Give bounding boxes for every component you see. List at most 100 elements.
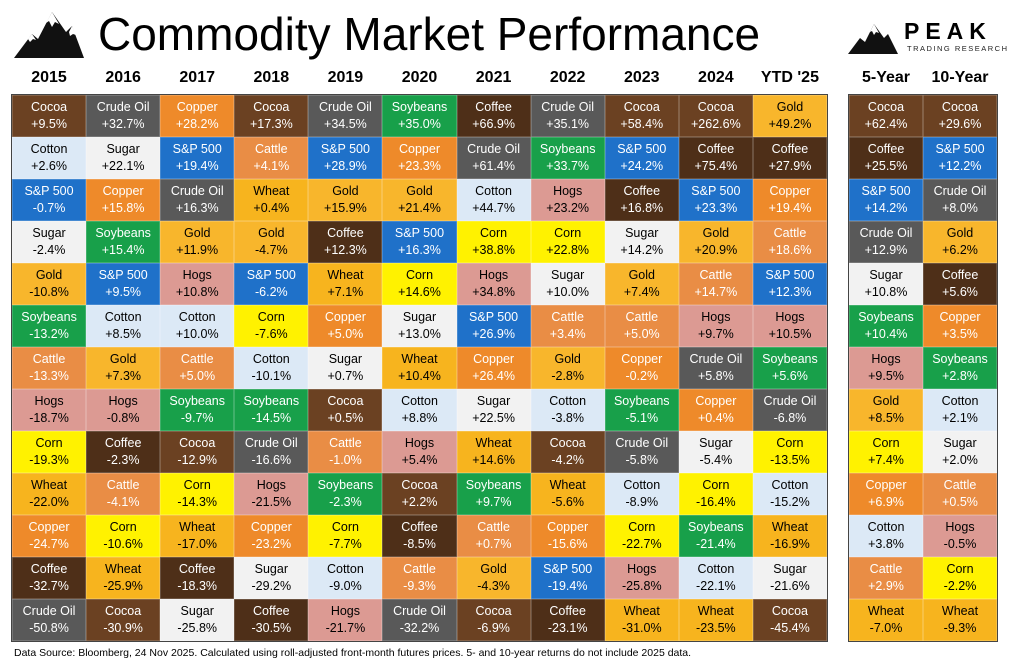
cell-ytd-25-cotton: Cotton -15.2% [752, 473, 827, 515]
commodity-name: Soybeans [858, 310, 914, 324]
cell-2020-hogs: Hogs +5.4% [382, 431, 457, 473]
cell-2019-sugar: Sugar +0.7% [308, 347, 383, 389]
column-header-2020: 2020 [401, 69, 438, 86]
return-value: -4.1% [106, 495, 140, 509]
commodity-name: S&P 500 [394, 226, 445, 240]
cell-2023-cattle: Cattle +5.0% [604, 305, 679, 347]
return-value: -23.2% [251, 537, 292, 551]
return-value: +35.1% [546, 117, 590, 131]
return-value: +0.7% [327, 369, 364, 383]
cell-2016-cocoa: Cocoa -30.9% [86, 599, 161, 641]
return-value: -29.2% [251, 579, 292, 593]
return-value: +262.6% [691, 117, 741, 131]
cell-2022-wheat: Wheat -5.6% [530, 473, 605, 515]
commodity-name: Cotton [178, 310, 216, 324]
return-value: +2.6% [31, 159, 67, 173]
commodity-name: Coffee [253, 604, 290, 618]
return-value: +10.8% [864, 285, 908, 299]
mountain-logo-icon [14, 12, 84, 58]
cell-2019-crude-oil: Crude Oil +34.5% [308, 95, 383, 137]
cell-2019-cocoa: Cocoa +0.5% [308, 389, 383, 431]
commodity-name: Soybeans [243, 394, 300, 408]
return-value: +8.0% [942, 201, 978, 215]
return-value: +38.8% [472, 243, 515, 257]
cell-2015-cattle: Cattle -13.3% [12, 347, 87, 389]
return-value: +26.4% [472, 369, 515, 383]
return-value: -25.8% [177, 621, 218, 635]
column-header-2016: 2016 [105, 69, 141, 86]
cell-2018-sugar: Sugar -29.2% [234, 557, 309, 599]
cell-5-year-coffee: Coffee +25.5% [849, 137, 923, 179]
commodity-name: Wheat [941, 604, 979, 618]
cell-ytd-25-hogs: Hogs +10.5% [752, 305, 827, 347]
cell-2019-cattle: Cattle -1.0% [308, 431, 383, 473]
commodity-name: Gold [702, 226, 730, 240]
return-value: +10.4% [398, 369, 441, 383]
commodity-name: Coffee [104, 436, 142, 450]
return-value: +6.2% [942, 243, 978, 257]
commodity-name: Coffee [941, 268, 979, 282]
commodity-name: Cattle [32, 352, 66, 366]
return-value: -22.1% [696, 579, 736, 593]
commodity-name: Soybeans [762, 352, 818, 366]
return-value: -13.3% [29, 369, 69, 383]
commodity-name: Cotton [252, 352, 290, 366]
return-value: -32.7% [29, 579, 69, 593]
return-value: -3.8% [551, 411, 584, 425]
cell-2016-coffee: Coffee -2.3% [86, 431, 161, 473]
commodity-name: Sugar [32, 226, 66, 240]
return-value: +21.4% [398, 201, 441, 215]
return-value: -30.5% [251, 621, 292, 635]
cell-2018-coffee: Coffee -30.5% [234, 599, 309, 641]
cell-2016-copper: Copper +15.8% [86, 179, 161, 221]
commodity-name: Hogs [330, 604, 360, 618]
return-value: +12.9% [864, 243, 908, 257]
return-value: -0.7% [32, 201, 66, 215]
commodity-name: Corn [628, 520, 656, 534]
commodity-name: Gold [480, 562, 507, 576]
peak-logo-icon [848, 24, 898, 54]
cell-2024-gold: Gold +20.9% [678, 221, 753, 263]
return-value: +14.6% [472, 453, 515, 467]
cell-2019-cotton: Cotton -9.0% [308, 557, 383, 599]
cell-2018-cotton: Cotton -10.1% [234, 347, 309, 389]
return-value: +0.4% [253, 201, 290, 215]
cell-2024-sugar: Sugar -5.4% [678, 431, 753, 473]
commodity-name: Gold [554, 352, 581, 366]
cell-10-year-coffee: Coffee +5.6% [923, 263, 997, 305]
commodity-name: Cattle [403, 562, 436, 576]
commodity-name: Cattle [869, 562, 903, 576]
cell-2024-cattle: Cattle +14.7% [678, 263, 753, 305]
cell-ytd-25-copper: Copper +19.4% [752, 179, 827, 221]
return-value: +61.4% [472, 159, 515, 173]
commodity-name: Coffee [623, 184, 661, 198]
commodity-name: Crude Oil [859, 226, 913, 240]
commodity-name: Crude Oil [541, 100, 595, 114]
commodity-name: Corn [480, 226, 508, 240]
commodity-name: S&P 500 [935, 142, 985, 156]
cell-10-year-wheat: Wheat -9.3% [923, 599, 997, 641]
cell-2022-soybeans: Soybeans +33.7% [530, 137, 605, 179]
commodity-name: Soybeans [391, 100, 448, 114]
return-value: +5.0% [623, 327, 660, 341]
cell-10-year-gold: Gold +6.2% [923, 221, 997, 263]
return-value: +16.3% [175, 201, 219, 215]
cell-10-year-crude-oil: Crude Oil +8.0% [923, 179, 997, 221]
cell-2021-cattle: Cattle +0.7% [456, 515, 531, 557]
cell-2023-copper: Copper -0.2% [604, 347, 679, 389]
cell-5-year-gold: Gold +8.5% [849, 389, 923, 431]
return-value: +75.4% [694, 159, 738, 173]
cell-2021-cotton: Cotton +44.7% [456, 179, 531, 221]
return-value: +10.8% [175, 285, 219, 299]
commodity-name: Hogs [256, 478, 286, 492]
commodity-name: Cocoa [179, 436, 216, 450]
return-value: -10.6% [103, 537, 143, 551]
commodity-name: Wheat [401, 352, 438, 366]
commodity-name: Wheat [549, 478, 586, 492]
commodity-name: Crude Oil [689, 352, 743, 366]
return-value: -5.6% [551, 495, 584, 509]
return-value: +11.9% [176, 243, 219, 257]
cell-2021-copper: Copper +26.4% [456, 347, 531, 389]
return-value: +15.8% [101, 201, 145, 215]
return-value: -16.9% [770, 537, 810, 551]
